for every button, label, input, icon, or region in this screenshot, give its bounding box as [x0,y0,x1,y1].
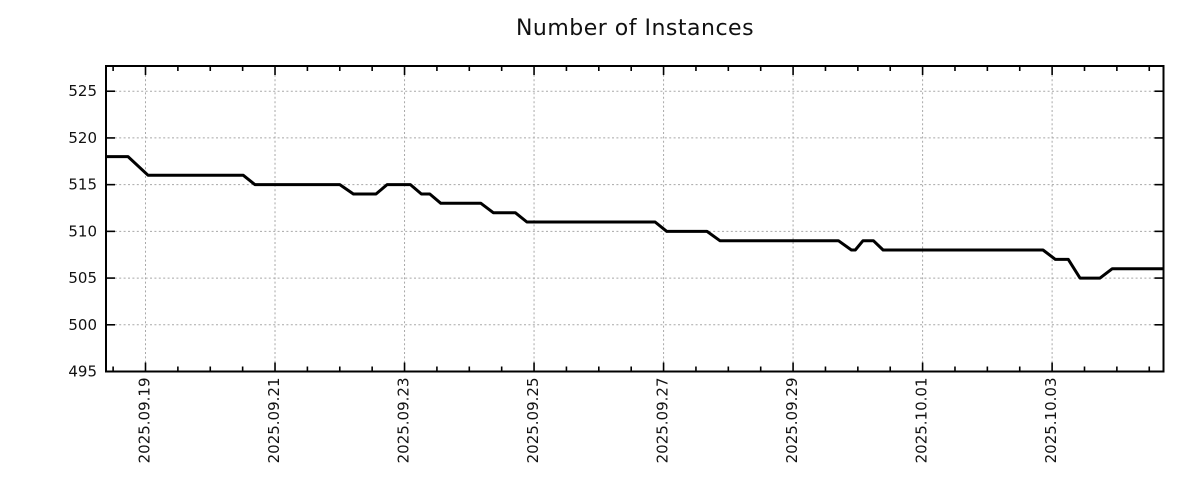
y-tick-label: 495 [68,363,97,381]
y-tick-label: 500 [68,316,97,334]
y-tick-label: 525 [68,82,97,100]
x-tick-label: 2025.09.25 [524,378,542,464]
x-tick-label: 2025.10.03 [1042,378,1060,464]
chart-title: Number of Instances [515,16,755,41]
x-tick-label: 2025.09.23 [395,378,413,464]
y-tick-label: 515 [68,176,97,194]
y-tick-labels: 495 500 505 510 515 520 525 [68,82,97,380]
y-tick-label: 505 [68,269,97,287]
y-tick-label: 510 [68,222,97,240]
x-tick-labels: 2025.09.19 2025.09.21 2025.09.23 2025.09.25… [136,378,1061,464]
gridlines [106,66,1164,372]
x-tick-label: 2025.09.29 [783,378,801,464]
y-tick-label: 520 [68,129,97,147]
plot-frame [105,65,1165,373]
series-line-instances [106,155,1164,280]
tick-marks [106,66,1164,373]
x-tick-label: 2025.09.27 [654,378,672,464]
x-tick-label: 2025.09.19 [136,378,154,464]
x-tick-label: 2025.09.21 [265,378,283,464]
x-tick-label: 2025.10.01 [913,378,931,464]
